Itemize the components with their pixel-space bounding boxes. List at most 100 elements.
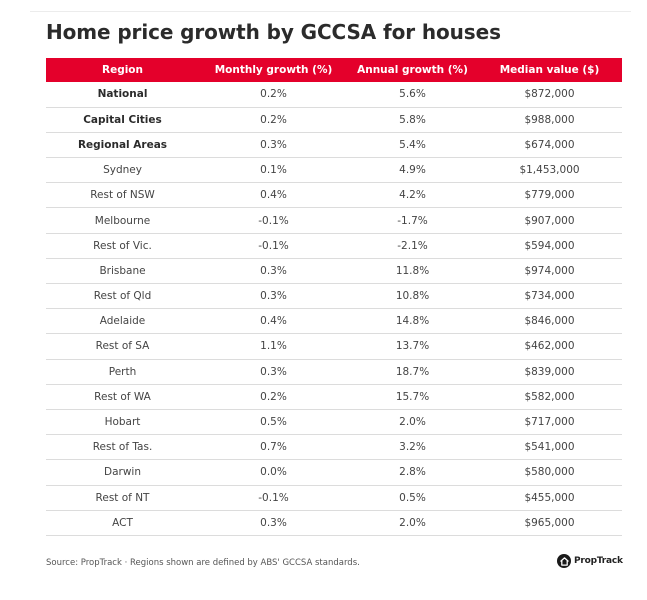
median-value-cell: $580,000	[524, 466, 575, 479]
source-note: Source: PropTrack · Regions shown are de…	[46, 558, 360, 568]
median-value-cell: $674,000	[524, 138, 575, 151]
annual-growth-cell: 15.7%	[395, 390, 430, 403]
table-body: National 0.2% 5.6% $872,000 Capital Cities 0.…	[46, 82, 622, 536]
monthly-growth-cell: -0.1%	[258, 214, 289, 227]
annual-growth-cell: 14.8%	[395, 315, 430, 328]
annual-growth-cell: -1.7%	[397, 214, 428, 227]
region-cell: Rest of NT	[95, 491, 150, 504]
median-value-cell: $988,000	[524, 113, 575, 126]
table-row: Rest of SA 1.1% 13.7% $462,000	[46, 334, 622, 360]
column-header-monthly-growth: Monthly growth (%)	[214, 64, 333, 76]
monthly-growth-cell: 0.4%	[260, 315, 287, 328]
median-value-cell: $965,000	[524, 516, 575, 529]
table-header-row: Region Monthly growth (%) Annual growth …	[46, 58, 622, 82]
column-header-median-value: Median value ($)	[499, 64, 600, 76]
annual-growth-cell: 18.7%	[395, 365, 430, 378]
monthly-growth-cell: 0.2%	[260, 88, 287, 101]
page-title: Home price growth by GCCSA for houses	[46, 20, 501, 44]
monthly-growth-cell: 0.3%	[260, 365, 287, 378]
annual-growth-cell: 5.8%	[399, 113, 426, 126]
table-row: Rest of Tas. 0.7% 3.2% $541,000	[46, 435, 622, 460]
table-row: Melbourne -0.1% -1.7% $907,000	[46, 208, 622, 234]
table-row: Sydney 0.1% 4.9% $1,453,000	[46, 158, 622, 183]
table-row: Capital Cities 0.2% 5.8% $988,000	[46, 107, 622, 133]
region-cell: Hobart	[104, 416, 141, 429]
table-row: Perth 0.3% 18.7% $839,000	[46, 359, 622, 385]
table-row: National 0.2% 5.6% $872,000	[46, 82, 622, 108]
table-row: ACT 0.3% 2.0% $965,000	[46, 510, 622, 536]
median-value-cell: $872,000	[524, 88, 575, 101]
region-cell: Rest of SA	[95, 340, 150, 353]
median-value-cell: $779,000	[524, 189, 575, 202]
table-row: Rest of NSW 0.4% 4.2% $779,000	[46, 183, 622, 208]
annual-growth-cell: 4.9%	[399, 164, 426, 177]
annual-growth-cell: 2.8%	[399, 466, 426, 479]
median-value-cell: $594,000	[524, 239, 575, 252]
table-row: Rest of NT -0.1% 0.5% $455,000	[46, 485, 622, 511]
monthly-growth-cell: 0.7%	[260, 441, 287, 454]
monthly-growth-cell: 0.2%	[260, 113, 287, 126]
table-row: Brisbane 0.3% 11.8% $974,000	[46, 258, 622, 284]
region-cell: Brisbane	[99, 264, 146, 277]
table-row: Hobart 0.5% 2.0% $717,000	[46, 409, 622, 435]
monthly-growth-cell: 0.0%	[260, 466, 287, 479]
annual-growth-cell: 2.0%	[399, 516, 426, 529]
table-row: Adelaide 0.4% 14.8% $846,000	[46, 309, 622, 334]
median-value-cell: $839,000	[524, 365, 575, 378]
median-value-cell: $974,000	[524, 264, 575, 277]
table-row: Rest of Qld 0.3% 10.8% $734,000	[46, 284, 622, 309]
annual-growth-cell: -2.1%	[397, 239, 428, 252]
region-cell: Rest of WA	[94, 390, 151, 403]
region-cell: Rest of Tas.	[92, 441, 153, 454]
region-cell: Darwin	[104, 466, 141, 479]
annual-growth-cell: 3.2%	[399, 441, 426, 454]
brand-name: PropTrack	[574, 556, 623, 566]
annual-growth-cell: 2.0%	[399, 416, 426, 429]
monthly-growth-cell: 0.3%	[260, 290, 287, 303]
annual-growth-cell: 0.5%	[399, 491, 426, 504]
monthly-growth-cell: 0.3%	[260, 138, 287, 151]
monthly-growth-cell: 0.1%	[260, 164, 287, 177]
median-value-cell: $541,000	[524, 441, 575, 454]
monthly-growth-cell: -0.1%	[258, 491, 289, 504]
region-cell: Rest of Vic.	[93, 239, 152, 252]
column-header-region: Region	[101, 64, 143, 76]
median-value-cell: $846,000	[524, 315, 575, 328]
top-divider	[30, 11, 631, 12]
median-value-cell: $1,453,000	[519, 164, 580, 177]
region-cell: Sydney	[103, 164, 142, 177]
annual-growth-cell: 5.6%	[399, 88, 426, 101]
region-cell: Regional Areas	[77, 138, 168, 151]
monthly-growth-cell: 0.2%	[260, 390, 287, 403]
region-cell: ACT	[112, 516, 133, 529]
region-cell: Rest of NSW	[90, 189, 155, 202]
region-cell: Rest of Qld	[93, 290, 152, 303]
median-value-cell: $907,000	[524, 214, 575, 227]
region-cell: National	[97, 88, 148, 101]
region-cell: Adelaide	[99, 315, 146, 328]
median-value-cell: $462,000	[524, 340, 575, 353]
table-row: Rest of Vic. -0.1% -2.1% $594,000	[46, 233, 622, 259]
monthly-growth-cell: -0.1%	[258, 239, 289, 252]
annual-growth-cell: 13.7%	[395, 340, 430, 353]
annual-growth-cell: 5.4%	[399, 138, 426, 151]
median-value-cell: $717,000	[524, 416, 575, 429]
region-cell: Melbourne	[94, 214, 151, 227]
proptrack-logo: PropTrack	[557, 554, 623, 568]
monthly-growth-cell: 0.5%	[260, 416, 287, 429]
monthly-growth-cell: 0.3%	[260, 264, 287, 277]
median-value-cell: $734,000	[524, 290, 575, 303]
region-cell: Capital Cities	[83, 113, 162, 126]
table-row: Rest of WA 0.2% 15.7% $582,000	[46, 384, 622, 410]
table-row: Darwin 0.0% 2.8% $580,000	[46, 460, 622, 485]
median-value-cell: $455,000	[524, 491, 575, 504]
growth-table: Region Monthly growth (%) Annual growth …	[46, 58, 622, 536]
column-header-annual-growth: Annual growth (%)	[357, 64, 468, 76]
annual-growth-cell: 10.8%	[395, 290, 430, 303]
house-icon	[557, 554, 571, 568]
median-value-cell: $582,000	[524, 390, 575, 403]
annual-growth-cell: 4.2%	[399, 189, 426, 202]
monthly-growth-cell: 0.4%	[260, 189, 287, 202]
annual-growth-cell: 11.8%	[395, 264, 430, 277]
region-cell: Perth	[108, 365, 137, 378]
